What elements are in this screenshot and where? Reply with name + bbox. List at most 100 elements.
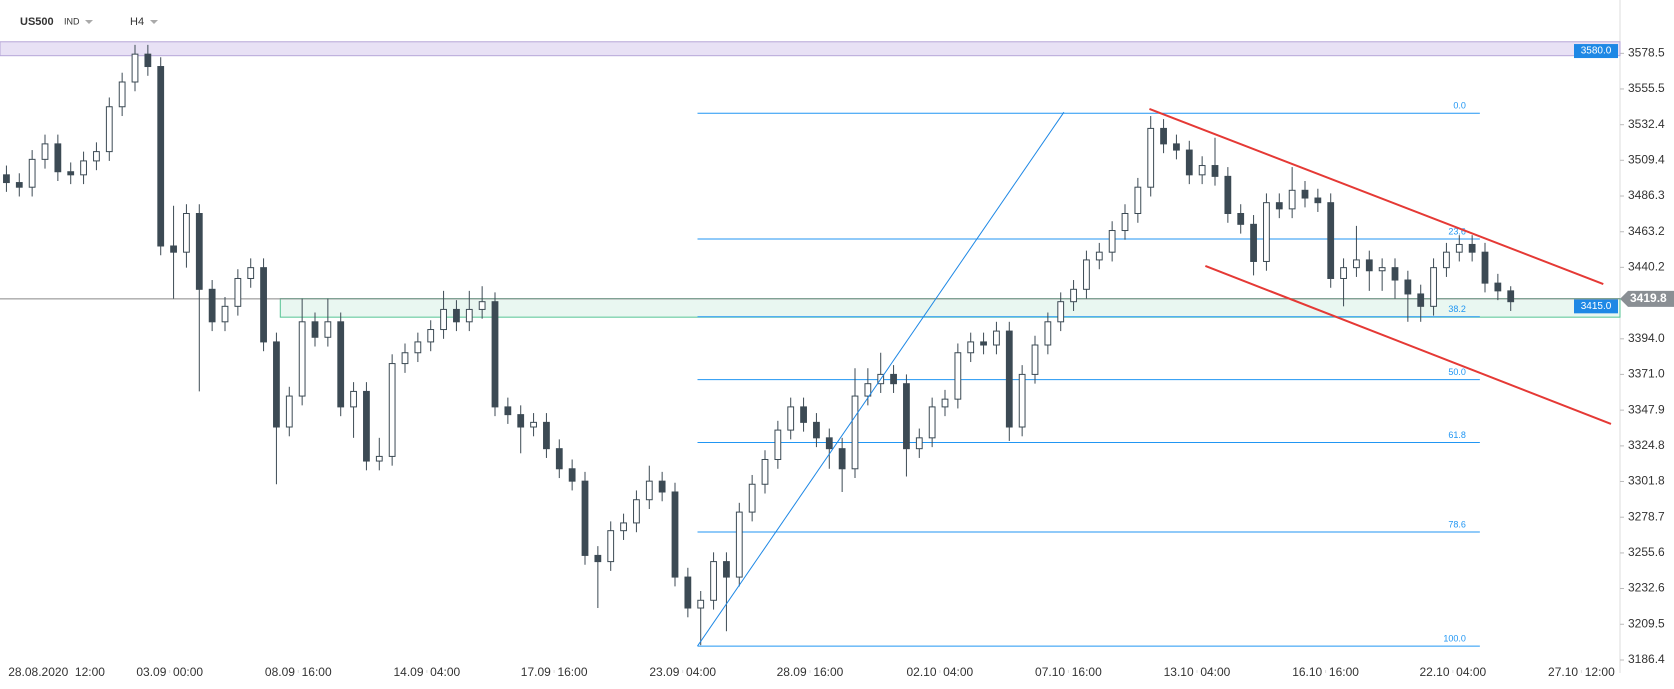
candle-body xyxy=(1455,243,1463,253)
candle-body xyxy=(568,468,576,482)
y-tick-label: 3347.9 xyxy=(1628,402,1665,416)
price-label: 3415.0 xyxy=(1581,301,1612,312)
candle-body xyxy=(260,267,267,343)
y-tick-label: 3394.0 xyxy=(1628,331,1665,345)
candle-body xyxy=(967,341,975,354)
x-tick-label: 17.09 16:00 xyxy=(521,665,588,679)
candle-body xyxy=(1468,243,1476,253)
candle-body xyxy=(453,308,460,323)
fib-label: 0.0 xyxy=(1453,101,1466,111)
fib-label: 38.2 xyxy=(1448,304,1466,314)
candle-body xyxy=(67,171,75,176)
candle-body xyxy=(1314,197,1322,204)
candle-body xyxy=(93,151,100,162)
x-tick-label: 07.10 16:00 xyxy=(1035,665,1102,679)
candle-body xyxy=(3,174,10,184)
x-tick-label: 28.09 16:00 xyxy=(777,665,844,679)
candle-body xyxy=(1443,251,1450,269)
candle-body xyxy=(157,66,165,247)
candle-body xyxy=(1417,293,1425,307)
candle-body xyxy=(800,406,807,423)
candle-body xyxy=(324,321,332,338)
candle-body xyxy=(748,483,756,513)
candle-body xyxy=(311,321,319,338)
candle-body xyxy=(350,390,357,408)
candle-body xyxy=(440,308,447,331)
candle-body xyxy=(1353,259,1360,269)
trend-line xyxy=(697,111,1065,647)
instrument-class[interactable]: IND xyxy=(64,16,80,26)
current-price-label: 3419.8 xyxy=(1630,291,1667,305)
timeframe[interactable]: H4 xyxy=(130,16,144,28)
x-tick-label: 16.10 16:00 xyxy=(1292,665,1359,679)
candle-body xyxy=(478,301,486,310)
candle-body xyxy=(375,455,383,462)
x-tick-label: 27.10 12:00 xyxy=(1548,665,1615,679)
x-tick-label: 02.10 04:00 xyxy=(906,665,973,679)
candle-body xyxy=(928,406,936,439)
price-label-box xyxy=(1574,44,1618,59)
current-price-box xyxy=(1620,290,1674,307)
dropdown-icon[interactable] xyxy=(150,20,158,24)
candle-body xyxy=(1250,223,1257,262)
x-tick-label: 13.10 04:00 xyxy=(1164,665,1231,679)
candle-body xyxy=(838,448,846,470)
candle-body xyxy=(1160,127,1167,145)
candle-body xyxy=(1121,213,1129,232)
x-tick-label: 28.08.2020 12:00 xyxy=(8,665,105,679)
candle-body xyxy=(1301,189,1309,199)
candle-body xyxy=(941,398,949,408)
candle-body xyxy=(1340,267,1347,279)
candle-body xyxy=(1057,301,1065,323)
price-label: 3580.0 xyxy=(1581,46,1612,57)
y-tick-label: 3255.6 xyxy=(1628,545,1665,559)
y-tick-label: 3278.7 xyxy=(1628,509,1665,523)
candle-body xyxy=(183,213,190,253)
candle-body xyxy=(1237,213,1245,225)
candle-body xyxy=(1108,230,1116,253)
candle-body xyxy=(491,301,499,408)
candle-body xyxy=(234,277,242,307)
x-tick-label: 14.09 04:00 xyxy=(393,665,460,679)
candle-body xyxy=(761,458,769,485)
candle-body xyxy=(954,352,962,400)
candle-body xyxy=(620,522,627,532)
candle-body xyxy=(427,329,435,343)
dropdown-icon[interactable] xyxy=(85,20,93,24)
candle-body xyxy=(1147,127,1155,188)
candle-body xyxy=(684,576,692,609)
fib-label: 100.0 xyxy=(1443,633,1466,643)
candle-body xyxy=(298,321,306,397)
candle-body xyxy=(607,530,615,563)
candle-body xyxy=(247,267,255,279)
candle-body xyxy=(543,421,550,450)
candle-body xyxy=(195,213,203,290)
candle-body xyxy=(1263,202,1270,262)
candle-body xyxy=(1018,373,1026,428)
candle-body xyxy=(993,330,1000,346)
candle-body xyxy=(723,561,730,578)
candle-body xyxy=(710,561,717,601)
candle-body xyxy=(903,383,910,450)
y-tick-label: 3301.8 xyxy=(1628,474,1665,488)
symbol[interactable]: US500 xyxy=(20,16,54,28)
candle-body xyxy=(864,383,872,397)
candle-body xyxy=(581,480,589,556)
candle-body xyxy=(530,421,537,428)
candle-body xyxy=(1507,290,1515,303)
candle-body xyxy=(813,421,820,439)
candle-body xyxy=(54,143,62,173)
candle-body xyxy=(1198,165,1206,176)
candle-body xyxy=(41,143,49,160)
candle-body xyxy=(1327,202,1335,279)
fib-label: 50.0 xyxy=(1448,367,1466,377)
candle-body xyxy=(1173,143,1180,151)
x-tick-label: 03.09 00:00 xyxy=(136,665,203,679)
candle-body xyxy=(1391,267,1399,281)
price-label-box xyxy=(1574,299,1618,314)
candle-body xyxy=(1404,279,1412,295)
candle-body xyxy=(144,53,152,68)
candle-body xyxy=(1365,259,1373,272)
y-tick-label: 3578.5 xyxy=(1628,46,1665,60)
